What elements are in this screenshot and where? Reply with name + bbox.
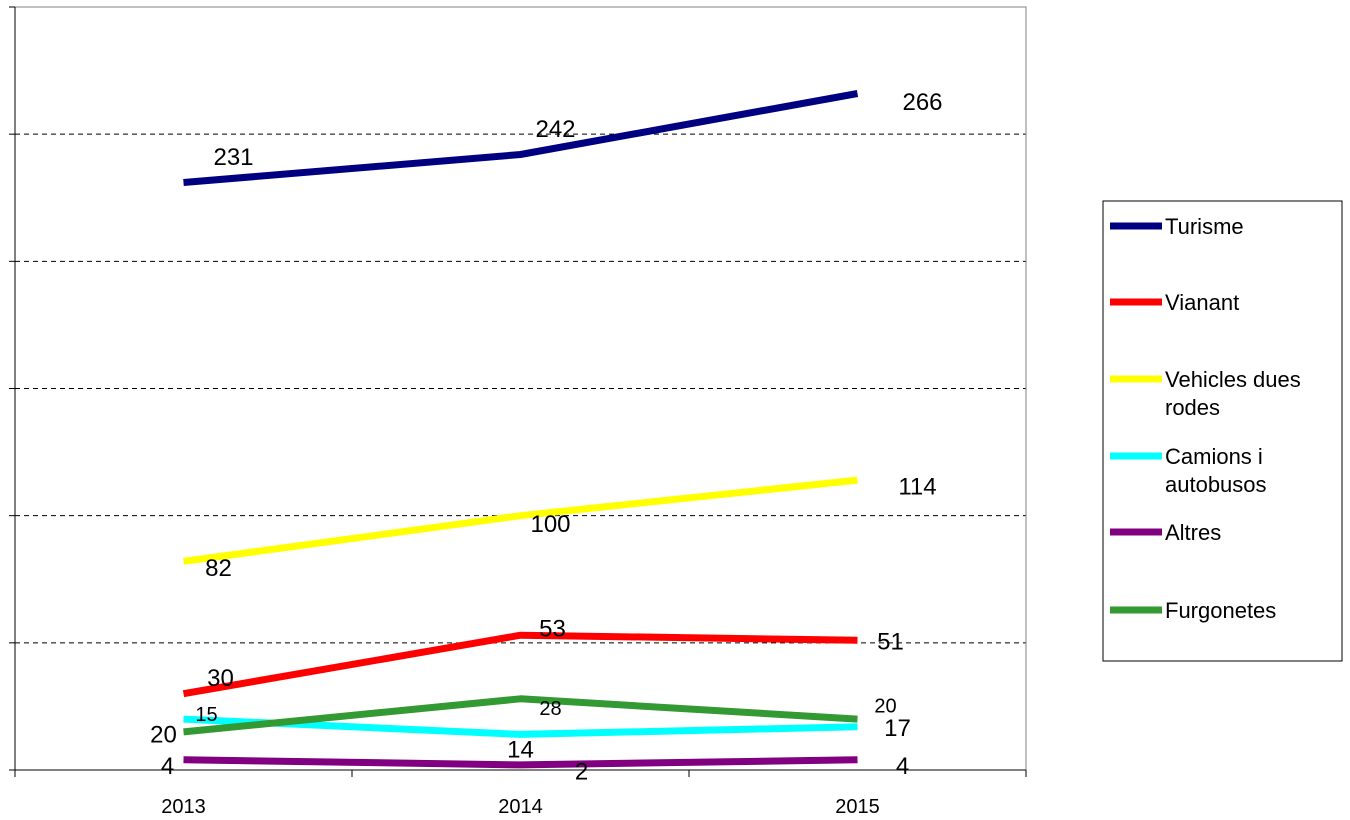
legend-label: Furgonetes	[1165, 598, 1276, 623]
data-label: 28	[539, 698, 561, 720]
data-label: 53	[539, 616, 566, 643]
x-tick-label: 2014	[498, 796, 543, 818]
x-tick-label: 2015	[835, 796, 880, 818]
data-label: 30	[207, 665, 234, 692]
data-label: 4	[896, 753, 909, 780]
data-label: 100	[530, 511, 570, 538]
data-label: 20	[874, 695, 896, 717]
legend-label: Altres	[1165, 520, 1221, 545]
series-line-vehicles-dues-rodes	[184, 480, 858, 561]
data-label: 17	[884, 715, 911, 742]
legend-label: Vianant	[1165, 290, 1239, 315]
legend-box	[1103, 201, 1342, 661]
series-line-vianant	[184, 635, 858, 694]
data-label: 266	[902, 89, 942, 116]
data-label: 242	[535, 116, 575, 143]
gridlines	[15, 134, 1026, 643]
data-label: 4	[161, 753, 174, 780]
data-label: 51	[877, 629, 904, 656]
series-line-turisme	[184, 94, 858, 183]
data-label: 114	[898, 473, 936, 500]
series-lines	[184, 94, 858, 765]
data-label: 2	[575, 758, 588, 785]
data-label: 231	[213, 144, 253, 171]
data-label: 20	[150, 721, 177, 748]
x-tick-label: 2013	[161, 796, 206, 818]
data-label: 15	[195, 704, 217, 726]
legend-label: Turisme	[1165, 214, 1244, 239]
data-label: 14	[507, 737, 534, 764]
data-label: 82	[205, 555, 232, 582]
